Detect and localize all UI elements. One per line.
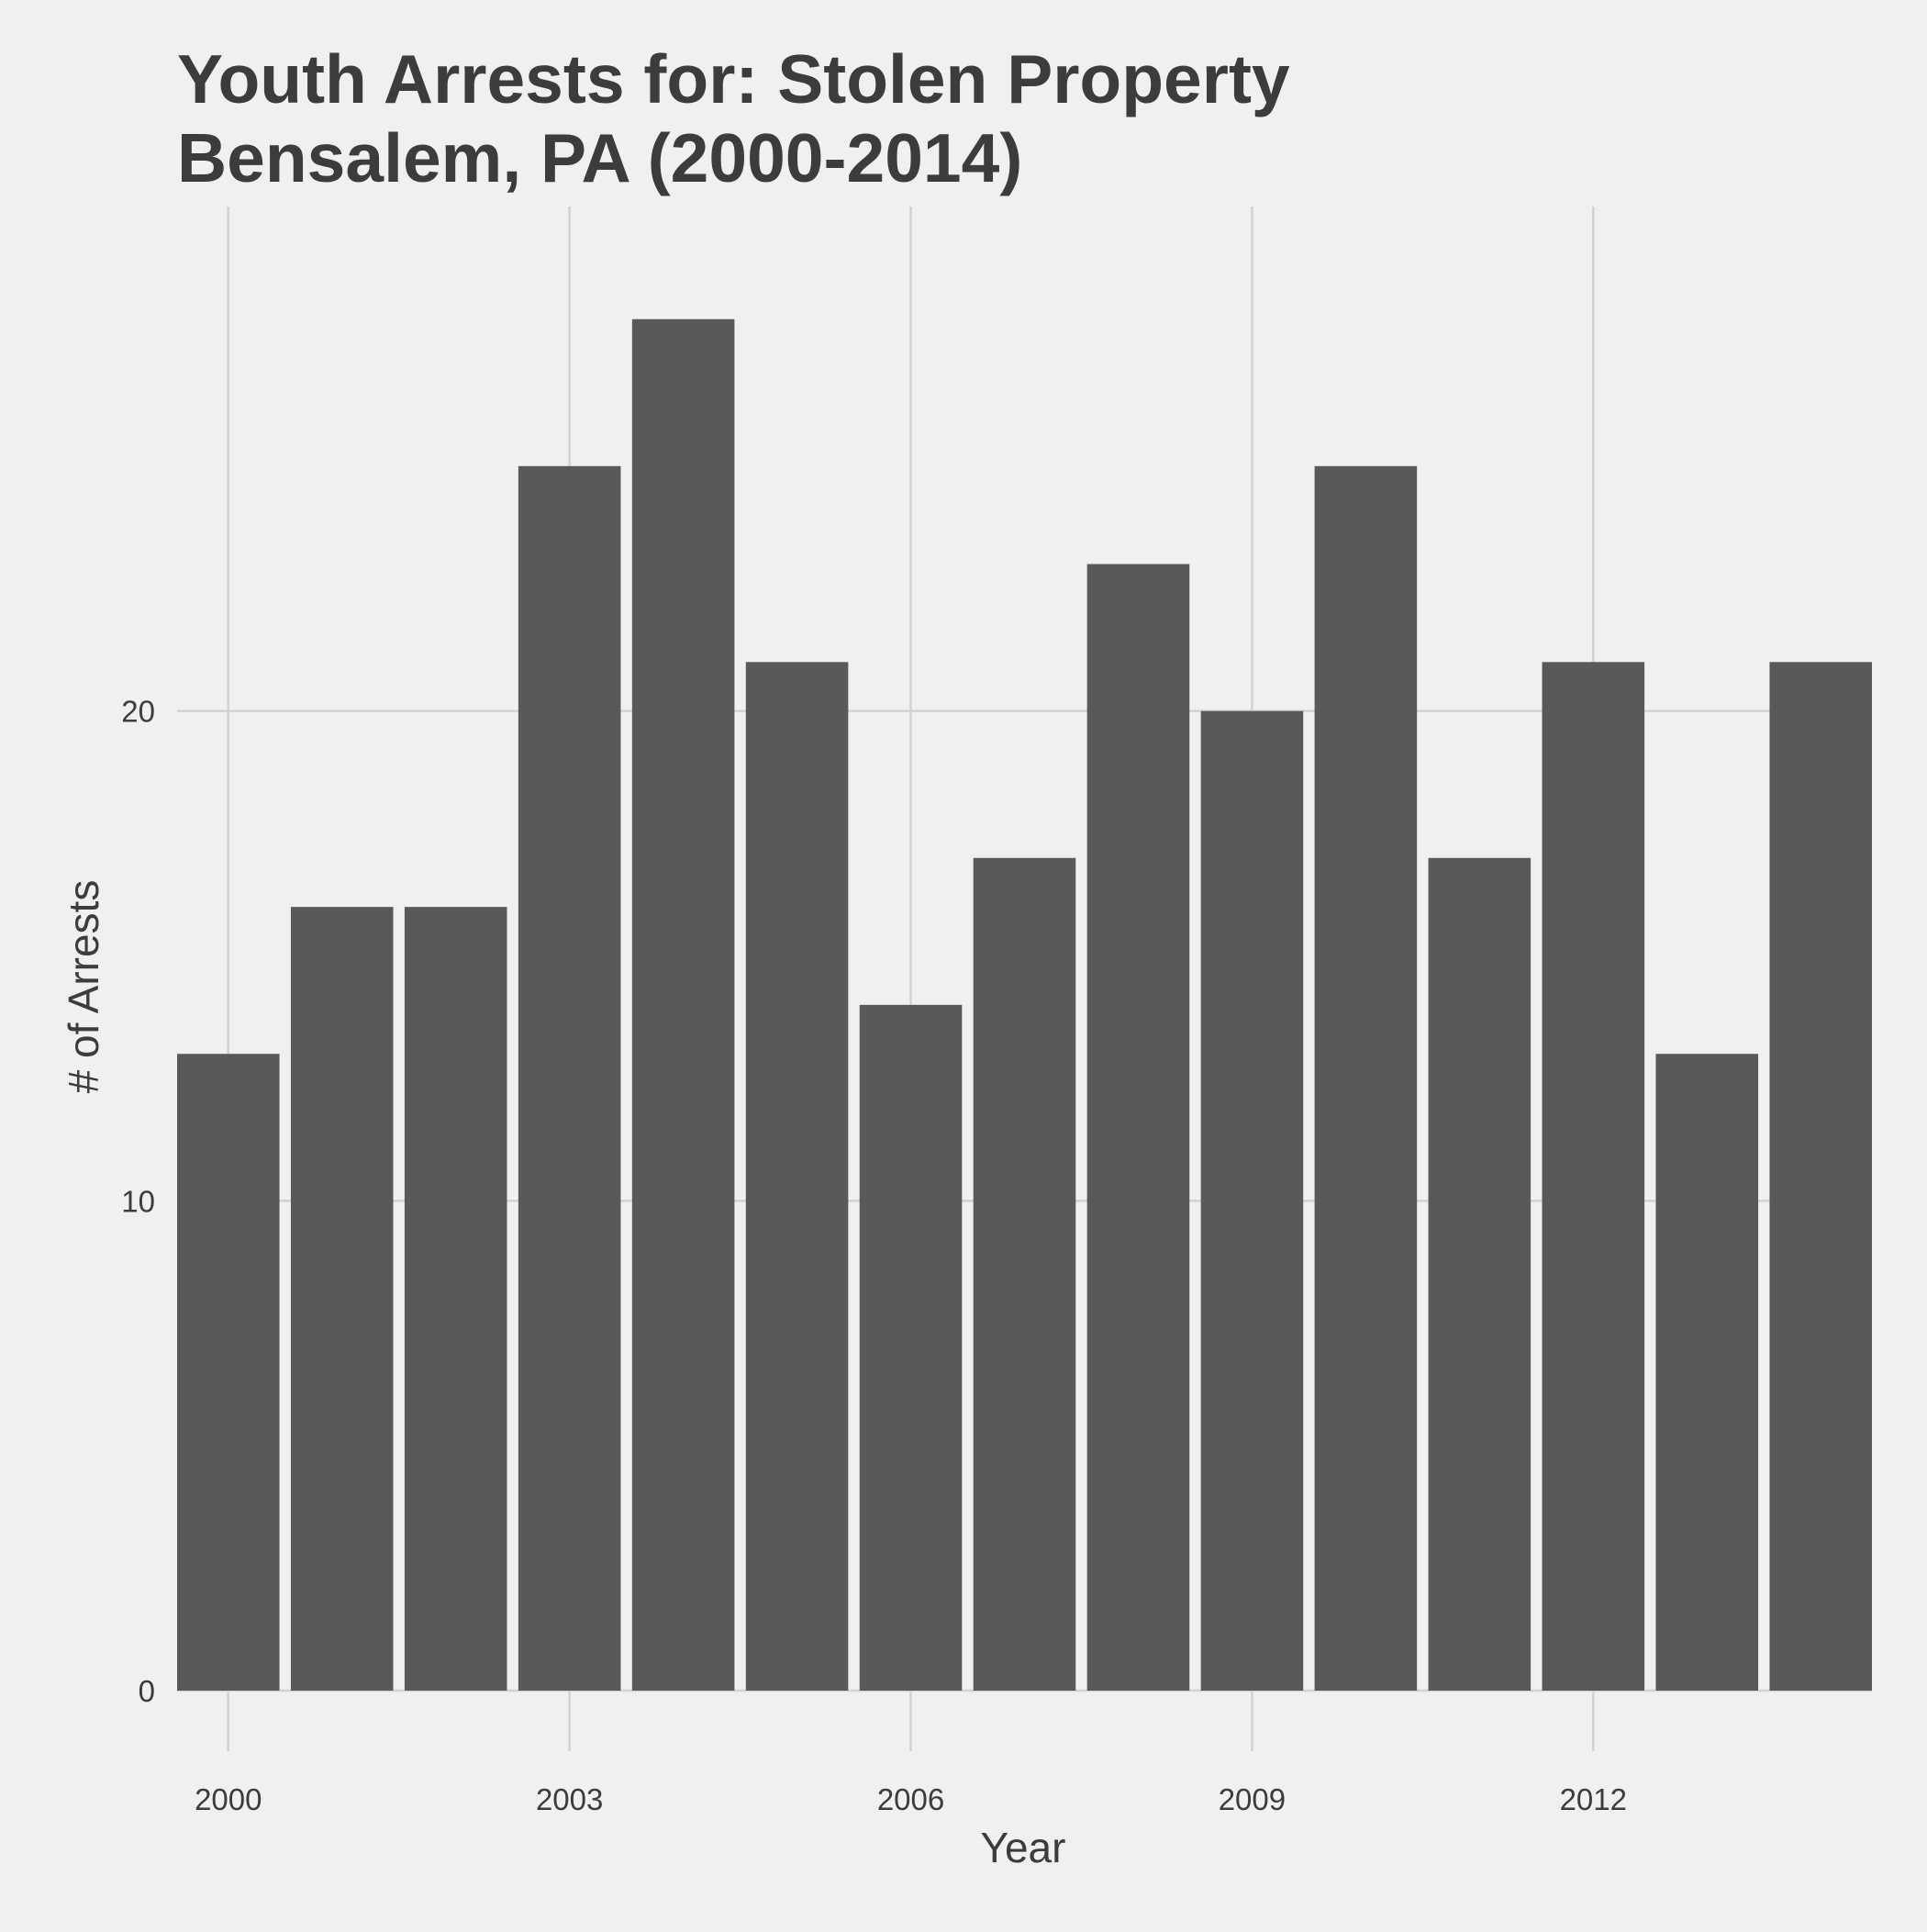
x-tick-label: 2009	[1219, 1782, 1286, 1816]
bar-2011	[1428, 857, 1532, 1691]
bar-2008	[1086, 564, 1190, 1692]
bar-2007	[973, 857, 1076, 1691]
x-tick-label: 2000	[195, 1782, 262, 1816]
bars	[177, 318, 1872, 1692]
bar-2012	[1542, 662, 1645, 1692]
tick-labels: 0 10 20 2000 2003 2006 2009 2012	[121, 695, 1627, 1816]
y-tick-label: 20	[121, 695, 155, 729]
bar-2000	[177, 1054, 280, 1691]
y-tick-label: 0	[139, 1674, 155, 1708]
x-tick-label: 2003	[536, 1782, 603, 1816]
y-axis-label: # of Arrests	[60, 880, 107, 1094]
bar-2004	[631, 318, 735, 1692]
bar-2005	[745, 662, 849, 1692]
x-axis-label: Year	[981, 1824, 1066, 1871]
bar-2013	[1655, 1054, 1759, 1691]
bar-2010	[1314, 465, 1418, 1692]
x-tick-label: 2012	[1560, 1782, 1627, 1816]
bar-2014	[1769, 662, 1872, 1692]
bar-2009	[1200, 710, 1304, 1691]
chart-title-line-1: Youth Arrests for: Stolen Property	[177, 40, 1290, 117]
chart-title-line-2: Bensalem, PA (2000-2014)	[177, 119, 1022, 196]
y-tick-label: 10	[121, 1184, 155, 1218]
bar-2003	[518, 465, 621, 1692]
bar-2001	[290, 907, 394, 1691]
bar-2006	[859, 1004, 963, 1691]
bar-2002	[404, 907, 507, 1691]
x-tick-label: 2006	[877, 1782, 944, 1816]
